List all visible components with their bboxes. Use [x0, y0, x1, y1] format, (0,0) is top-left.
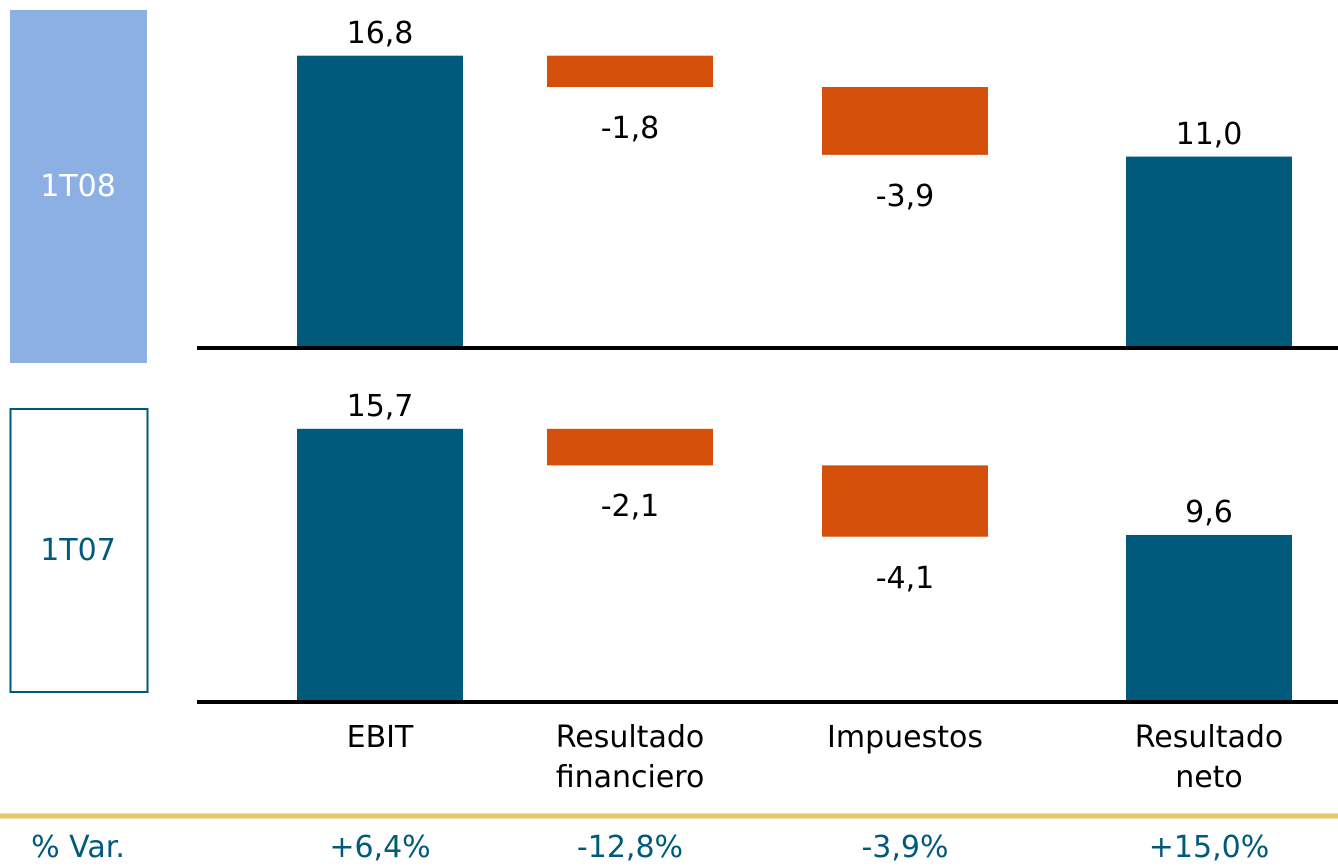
bar	[1126, 534, 1292, 702]
value-label: 11,0	[1175, 116, 1243, 152]
value-label: -4,1	[875, 560, 935, 596]
variation-value: +15,0%	[1148, 830, 1270, 865]
category-label: EBIT	[346, 720, 414, 755]
variation-value: +6,4%	[329, 830, 431, 865]
value-label: -3,9	[875, 178, 935, 214]
bar	[822, 465, 988, 537]
value-label: -2,1	[600, 489, 660, 525]
bar	[1126, 156, 1292, 348]
panel-box	[9, 408, 149, 693]
variation-title: % Var.	[31, 830, 125, 865]
variation-value: -3,9%	[861, 830, 949, 865]
bar	[822, 87, 988, 155]
value-label: 15,7	[346, 388, 414, 424]
bar	[297, 55, 463, 349]
value-label: 16,8	[346, 15, 414, 51]
category-label: Impuestos	[827, 720, 983, 755]
value-label: -1,8	[600, 111, 660, 146]
bar	[547, 55, 713, 87]
bar	[547, 428, 713, 466]
panel-label: 1T08	[40, 168, 116, 204]
category-label: Resultado neto	[1134, 720, 1284, 795]
bar	[297, 428, 463, 702]
value-label: 9,6	[1185, 494, 1233, 530]
category-label: Resultado financiero	[555, 720, 705, 795]
variation-value: -12,8%	[576, 830, 684, 865]
panel-label: 1T07	[40, 532, 116, 568]
panel-box	[10, 10, 147, 363]
